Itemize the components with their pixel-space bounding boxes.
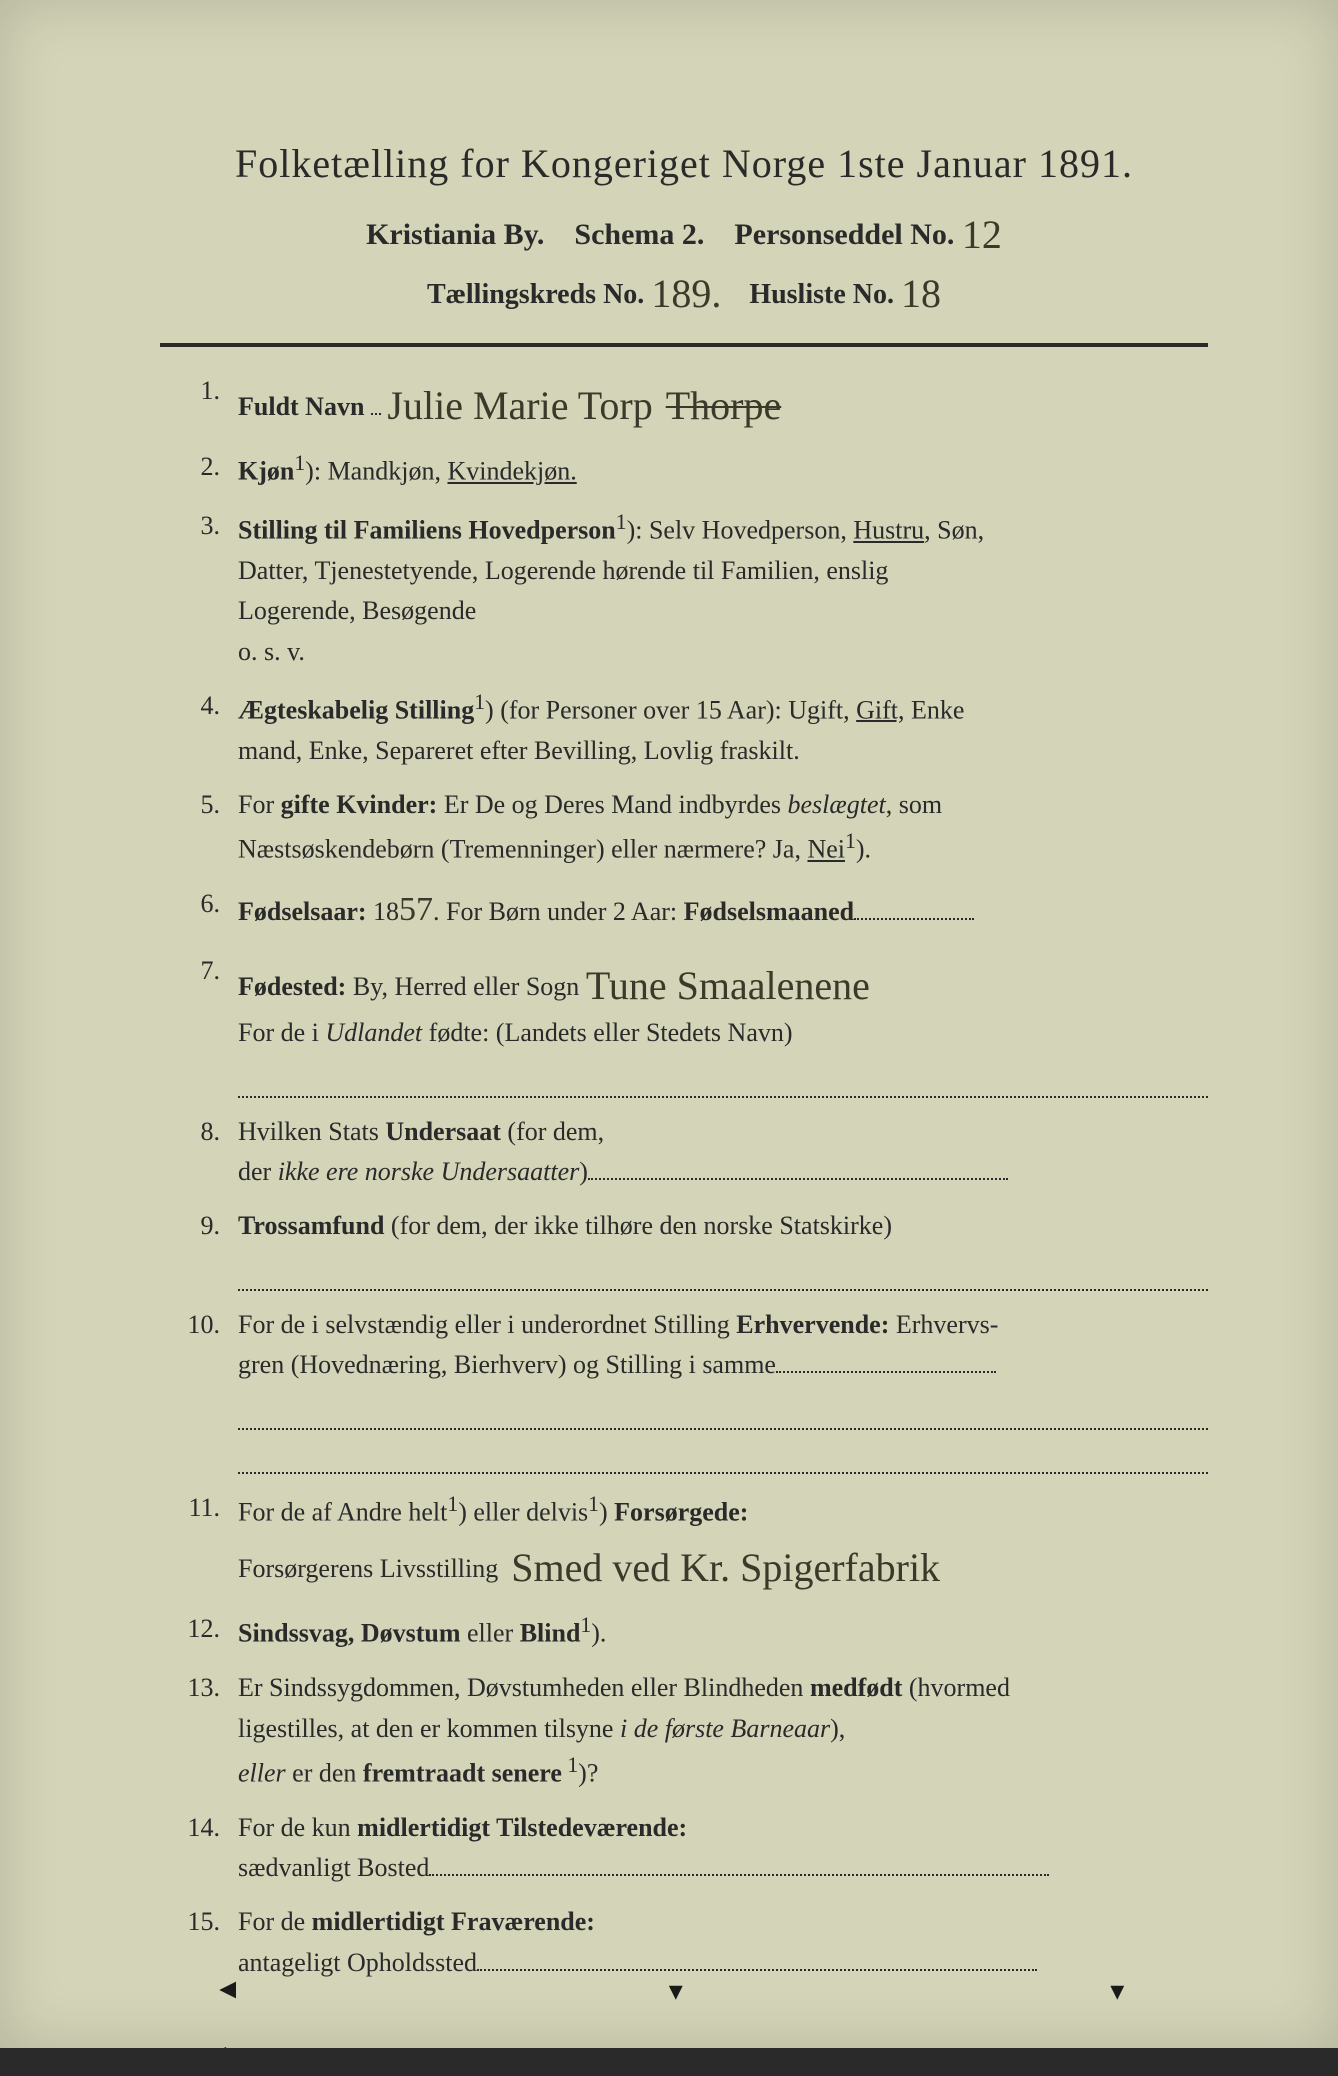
page-markers: ◄ ▾ ▾ [0,1974,1338,2008]
entry-num: 14. [160,1808,238,1889]
husliste-label: Husliste No. [749,279,894,310]
entry-body: Fødested: By, Herred eller Sogn Tune Sma… [238,951,1208,1098]
entry-num: 3. [160,506,238,672]
name-hand: Julie Marie Torp [387,375,652,437]
entry-6: 6. Fødselsaar: 1857. For Børn under 2 Aa… [160,884,1208,937]
entry-2: 2. Kjøn1): Mandkjøn, Kvindekjøn. [160,447,1208,492]
marker-dot: ▾ [1110,1974,1124,2008]
main-title: Folketælling for Kongeriget Norge 1ste J… [160,140,1208,187]
entry-num: 8. [160,1112,238,1193]
birth-year: 57 [399,891,433,928]
census-form-page: Folketælling for Kongeriget Norge 1ste J… [0,0,1338,2048]
subline-row: Tællingskreds No. 189. Husliste No. 18 [160,266,1208,313]
label: Fødested: [238,972,346,1001]
entry-15: 15. For de midlertidigt Fraværende: anta… [160,1902,1208,1983]
dotted-line [238,1392,1208,1430]
name-strike: Thorpe [666,375,782,437]
entry-9: 9. Trossamfund (for dem, der ikke tilhør… [160,1206,1208,1291]
personseddel-no: 12 [962,211,1002,258]
entry-body: Er Sindssygdommen, Døvstumheden eller Bl… [238,1668,1208,1794]
dotted-line [238,1436,1208,1474]
dotted-line [238,1253,1208,1291]
entry-5: 5. For gifte Kvinder: Er De og Deres Man… [160,785,1208,870]
entry-num: 13. [160,1668,238,1794]
entry-num: 10. [160,1305,238,1474]
entry-body: Fuldt Navn Julie Marie Torp Thorpe [238,371,1208,433]
dotted-line [238,1059,1208,1097]
gift: Gift, [856,695,904,724]
label: Fødselsaar: [238,897,367,926]
entry-1: 1. Fuldt Navn Julie Marie Torp Thorpe [160,371,1208,433]
label: Fuldt Navn [238,392,364,421]
entry-num: 7. [160,951,238,1098]
opt-mand: Mandkjøn, [328,457,441,486]
entry-body: Kjøn1): Mandkjøn, Kvindekjøn. [238,447,1208,492]
entry-body: Fødselsaar: 1857. For Børn under 2 Aar: … [238,884,1208,937]
schema-label: Schema 2. [574,218,704,251]
entry-num: 2. [160,447,238,492]
entry-body: Hvilken Stats Undersaat (for dem, der ik… [238,1112,1208,1193]
entry-num: 9. [160,1206,238,1291]
entry-12: 12. Sindssvag, Døvstum eller Blind1). [160,1609,1208,1654]
entry-num: 4. [160,686,238,771]
entry-body: For gifte Kvinder: Er De og Deres Mand i… [238,785,1208,870]
entry-3: 3. Stilling til Familiens Hovedperson1):… [160,506,1208,672]
entry-8: 8. Hvilken Stats Undersaat (for dem, der… [160,1112,1208,1193]
hustru: Hustru [853,516,924,545]
entry-num: 5. [160,785,238,870]
entry-4: 4. Ægteskabelig Stilling1) (for Personer… [160,686,1208,771]
kreds-no: 189. [651,270,721,317]
entry-7: 7. Fødested: By, Herred eller Sogn Tune … [160,951,1208,1098]
provider-hand: Smed ved Kr. Spigerfabrik [511,1537,940,1599]
city-label: Kristiania By. [366,218,544,251]
kreds-label: Tællingskreds No. [427,279,644,310]
birthplace-hand: Tune Smaalenene [586,955,870,1017]
entry-10: 10. For de i selvstændig eller i underor… [160,1305,1208,1474]
subtitle-row: Kristiania By. Schema 2. Personseddel No… [160,207,1208,254]
entry-num: 15. [160,1902,238,1983]
entry-11: 11. For de af Andre helt1) eller delvis1… [160,1488,1208,1595]
entry-body: For de midlertidigt Fraværende: antageli… [238,1902,1208,1983]
entry-14: 14. For de kun midlertidigt Tilstedevære… [160,1808,1208,1889]
divider [160,343,1208,347]
personseddel-label: Personseddel No. [734,218,954,251]
label: Kjøn [238,457,294,486]
entry-num: 12. [160,1609,238,1654]
opt-kvinde: Kvindekjøn. [447,457,576,486]
label: Ægteskabelig Stilling [238,695,474,724]
entry-body: Ægteskabelig Stilling1) (for Personer ov… [238,686,1208,771]
entry-body: For de i selvstændig eller i underordnet… [238,1305,1208,1474]
label: Stilling til Familiens Hovedperson [238,516,616,545]
entry-num: 6. [160,884,238,937]
entry-body: Trossamfund (for dem, der ikke tilhøre d… [238,1206,1208,1291]
entry-body: For de kun midlertidigt Tilstedeværende:… [238,1808,1208,1889]
entry-num: 11. [160,1488,238,1595]
nei: Nei [807,835,845,864]
entry-num: 1. [160,371,238,433]
entry-body: Sindssvag, Døvstum eller Blind1). [238,1609,1208,1654]
husliste-no: 18 [901,270,941,317]
marker-dot: ◄ [214,1974,242,2008]
entry-body: Stilling til Familiens Hovedperson1): Se… [238,506,1208,672]
entry-13: 13. Er Sindssygdommen, Døvstumheden elle… [160,1668,1208,1794]
entry-body: For de af Andre helt1) eller delvis1) Fo… [238,1488,1208,1595]
marker-dot: ▾ [669,1974,683,2008]
